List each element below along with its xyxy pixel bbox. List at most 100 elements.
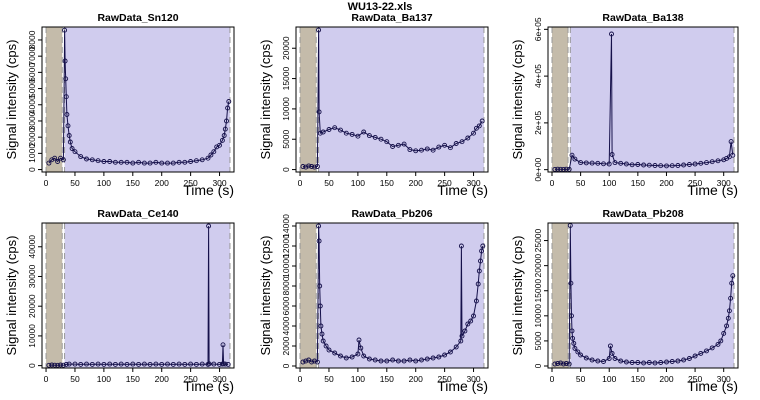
data-point	[317, 283, 323, 289]
data-point	[349, 354, 355, 360]
data-point	[318, 323, 324, 329]
data-point	[118, 361, 124, 367]
data-point	[730, 273, 736, 279]
data-point	[652, 360, 658, 366]
panel-5: RawData_Pb206 0 50 100 150 200 250 300 0 20004000…	[258, 208, 489, 394]
data-point	[136, 159, 142, 165]
data-point	[84, 156, 89, 162]
y-tick-label: 6e+05	[533, 17, 543, 41]
data-point	[609, 350, 615, 356]
data-point	[55, 159, 61, 164]
data-point	[205, 155, 211, 161]
x-tick-label: 0	[44, 374, 49, 384]
data-point	[641, 162, 647, 168]
y-axis-label: Signal intensity (cps)	[258, 40, 273, 160]
data-point	[601, 161, 606, 167]
data-point	[725, 315, 731, 321]
data-point	[165, 160, 170, 166]
data-point	[366, 133, 372, 139]
x-tick-label: 250	[438, 178, 452, 188]
x-tick-label: 250	[688, 178, 702, 188]
data-point	[118, 159, 124, 165]
y-tick-label: 4000	[27, 95, 37, 114]
x-tick-label: 200	[409, 178, 423, 188]
data-point	[317, 130, 323, 136]
data-point	[424, 356, 430, 362]
y-tick-label: 10000	[27, 324, 37, 348]
data-point	[384, 139, 390, 145]
x-tick-label: 250	[438, 374, 452, 384]
x-tick-label: 100	[351, 374, 365, 384]
data-point	[413, 148, 419, 154]
data-point	[112, 361, 118, 367]
data-point	[300, 164, 306, 169]
data-point	[221, 133, 227, 138]
data-point	[66, 133, 72, 138]
data-point	[211, 149, 217, 155]
data-point	[199, 361, 205, 367]
data-point	[724, 323, 730, 329]
data-point	[366, 356, 372, 362]
y-tick-label: 10000	[281, 254, 291, 278]
x-tick-label: 0	[298, 374, 303, 384]
data-point	[646, 162, 652, 168]
data-point	[609, 31, 614, 37]
data-point	[84, 361, 89, 367]
x-tick-label: 300	[717, 374, 731, 384]
data-point	[583, 160, 589, 166]
data-point	[182, 361, 188, 367]
data-point	[361, 129, 367, 135]
y-tick-label: 0e+00	[533, 157, 543, 181]
data-point	[718, 338, 724, 344]
data-point	[646, 360, 652, 365]
data-point	[704, 348, 709, 354]
x-tick-label: 200	[659, 178, 673, 188]
data-point	[569, 152, 575, 158]
data-point	[572, 345, 578, 351]
x-tick-label: 200	[155, 178, 169, 188]
x-tick-label: 300	[466, 178, 480, 188]
data-point	[320, 129, 326, 135]
data-point	[618, 160, 624, 166]
data-point	[606, 356, 612, 361]
data-point	[658, 163, 664, 169]
data-point	[78, 154, 84, 160]
y-tick-label: 5000	[27, 79, 37, 98]
data-point	[62, 27, 68, 33]
data-point	[355, 351, 361, 357]
data-point	[675, 358, 681, 364]
data-point	[583, 355, 589, 361]
data-point	[65, 123, 71, 129]
data-point	[552, 166, 558, 172]
data-point	[709, 159, 715, 165]
data-point	[66, 361, 72, 367]
y-tick-label: 8000	[27, 30, 37, 49]
data-point	[182, 159, 188, 165]
data-point	[199, 157, 205, 163]
data-point	[606, 161, 612, 167]
data-point	[217, 142, 222, 148]
x-axis-label: Time (s)	[437, 182, 488, 198]
data-point	[208, 152, 214, 158]
data-point	[555, 166, 561, 172]
data-point	[170, 160, 176, 166]
background-window	[46, 27, 63, 172]
y-tick-label: 3000	[27, 111, 37, 130]
data-point	[372, 357, 378, 363]
data-point	[726, 308, 732, 314]
data-point	[453, 141, 459, 146]
data-point	[692, 161, 698, 167]
data-point	[52, 155, 58, 161]
x-tick-label: 300	[212, 178, 226, 188]
data-point	[159, 160, 165, 166]
data-point	[728, 295, 734, 301]
data-point	[343, 130, 349, 136]
data-point	[552, 361, 558, 367]
data-point	[312, 164, 317, 170]
panel-title: RawData_Ba138	[602, 12, 683, 24]
data-point	[176, 361, 182, 367]
y-axis-label: Signal intensity (cps)	[258, 236, 273, 356]
y-tick-label: 15000	[533, 279, 543, 303]
data-point	[465, 135, 471, 141]
